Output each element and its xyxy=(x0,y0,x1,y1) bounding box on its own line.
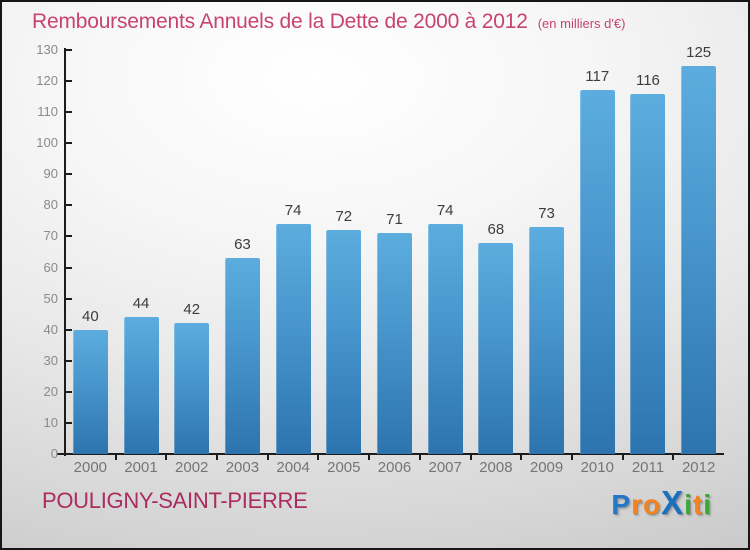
x-axis-category-label: 2009 xyxy=(529,459,564,476)
y-axis-tick xyxy=(66,173,72,176)
x-axis-category-label: 2010 xyxy=(580,459,614,476)
bar-value-label: 68 xyxy=(487,220,505,238)
y-axis-tick xyxy=(66,80,72,83)
y-axis-tick-label: 110 xyxy=(37,104,58,120)
bar-value-label: 71 xyxy=(386,211,403,229)
bar-value-label: 63 xyxy=(234,236,251,254)
logo-letter: r xyxy=(631,489,643,520)
bar-value-label: 117 xyxy=(585,68,610,86)
x-axis-tick xyxy=(570,455,573,460)
y-axis-tick-label: 50 xyxy=(43,290,58,306)
x-axis-tick xyxy=(266,455,269,460)
bar-2001 xyxy=(123,317,159,454)
y-axis-tick xyxy=(66,142,72,145)
bar-value-label: 44 xyxy=(132,295,150,313)
x-axis-tick xyxy=(368,455,371,460)
x-axis-category-label: 2001 xyxy=(124,459,158,476)
y-axis-tick-label: 100 xyxy=(36,135,58,151)
y-axis-tick-label: 130 xyxy=(36,42,58,57)
x-axis-category-label: 2011 xyxy=(631,459,665,476)
bar-2007 xyxy=(427,224,463,454)
chart-subtitle: (en milliers d'€) xyxy=(537,16,626,31)
logo-letter: X xyxy=(661,484,685,521)
y-axis-tick-label: 10 xyxy=(43,414,58,430)
proxiti-logo: ProXiti xyxy=(611,484,712,522)
bar-2004 xyxy=(275,224,311,454)
logo-letter: P xyxy=(611,489,632,520)
x-axis-tick xyxy=(520,455,523,460)
bar-value-label: 116 xyxy=(635,71,660,89)
y-axis-tick xyxy=(66,390,72,393)
bar-2005 xyxy=(326,230,362,454)
y-axis-tick-label: 90 xyxy=(43,166,58,182)
bar-2008 xyxy=(478,242,514,454)
bar-value-label: 42 xyxy=(183,301,201,319)
logo-letter: t xyxy=(692,489,704,520)
bar-2009 xyxy=(529,227,565,454)
x-axis-tick xyxy=(418,455,421,460)
logo-letter: i xyxy=(703,489,712,520)
x-axis-tick xyxy=(672,455,675,460)
bar-value-label: 74 xyxy=(284,202,302,220)
y-axis-tick xyxy=(66,421,72,424)
y-axis-tick-label: 70 xyxy=(43,228,58,244)
x-axis-tick xyxy=(317,455,320,460)
x-axis-category-label: 2006 xyxy=(377,459,412,476)
bar-2011 xyxy=(630,93,666,454)
y-axis-tick-label: 60 xyxy=(43,259,58,275)
x-axis-tick xyxy=(114,455,117,460)
x-axis-category-label: 2007 xyxy=(428,459,462,476)
bar-2010 xyxy=(579,90,615,454)
bar-2006 xyxy=(377,233,412,454)
bar-2012 xyxy=(681,65,717,454)
bar-value-label: 74 xyxy=(436,202,454,220)
x-axis-category-label: 2000 xyxy=(73,459,108,476)
x-axis-line xyxy=(57,453,724,455)
y-axis-tick xyxy=(66,235,72,238)
y-axis-tick xyxy=(66,49,72,51)
y-axis-tick xyxy=(66,204,72,207)
bar-2002 xyxy=(174,323,210,454)
y-axis-tick xyxy=(66,297,72,300)
x-axis-category-label: 2003 xyxy=(225,459,260,476)
logo-letter: o xyxy=(642,489,662,520)
x-axis-category-label: 2002 xyxy=(175,459,209,476)
x-axis-category-label: 2012 xyxy=(681,459,716,476)
y-axis-tick xyxy=(66,266,72,269)
y-axis-tick-label: 0 xyxy=(50,446,58,461)
bar-value-label: 72 xyxy=(335,208,353,226)
bar-value-label: 125 xyxy=(686,43,712,61)
chart-title: Remboursements Annuels de la Dette de 20… xyxy=(32,10,528,33)
x-axis-category-label: 2005 xyxy=(327,459,361,476)
y-axis-tick xyxy=(66,111,72,114)
y-axis-tick-label: 80 xyxy=(43,197,58,213)
x-axis-category-label: 2004 xyxy=(276,459,310,476)
y-axis-tick xyxy=(66,328,72,331)
x-axis-tick xyxy=(165,455,168,460)
y-axis-tick-label: 120 xyxy=(36,73,58,89)
logo-letter: i xyxy=(684,489,693,520)
commune-name: POULIGNY-SAINT-PIERRE xyxy=(42,488,308,513)
y-axis-line xyxy=(64,48,66,456)
y-axis-tick-label: 30 xyxy=(43,352,58,368)
chart-header: Remboursements Annuels de la Dette de 20… xyxy=(32,10,625,34)
y-axis-tick-label: 40 xyxy=(43,321,58,337)
x-axis-tick xyxy=(216,455,219,460)
bar-value-label: 73 xyxy=(538,205,555,223)
y-axis-tick-label: 20 xyxy=(43,383,58,399)
bar-2003 xyxy=(224,258,260,454)
x-axis-tick xyxy=(469,455,472,460)
x-axis-tick xyxy=(621,455,624,460)
bar-2000 xyxy=(72,329,108,454)
bar-value-label: 40 xyxy=(82,307,99,325)
x-axis-category-label: 2008 xyxy=(479,459,513,476)
y-axis-tick xyxy=(66,359,72,362)
